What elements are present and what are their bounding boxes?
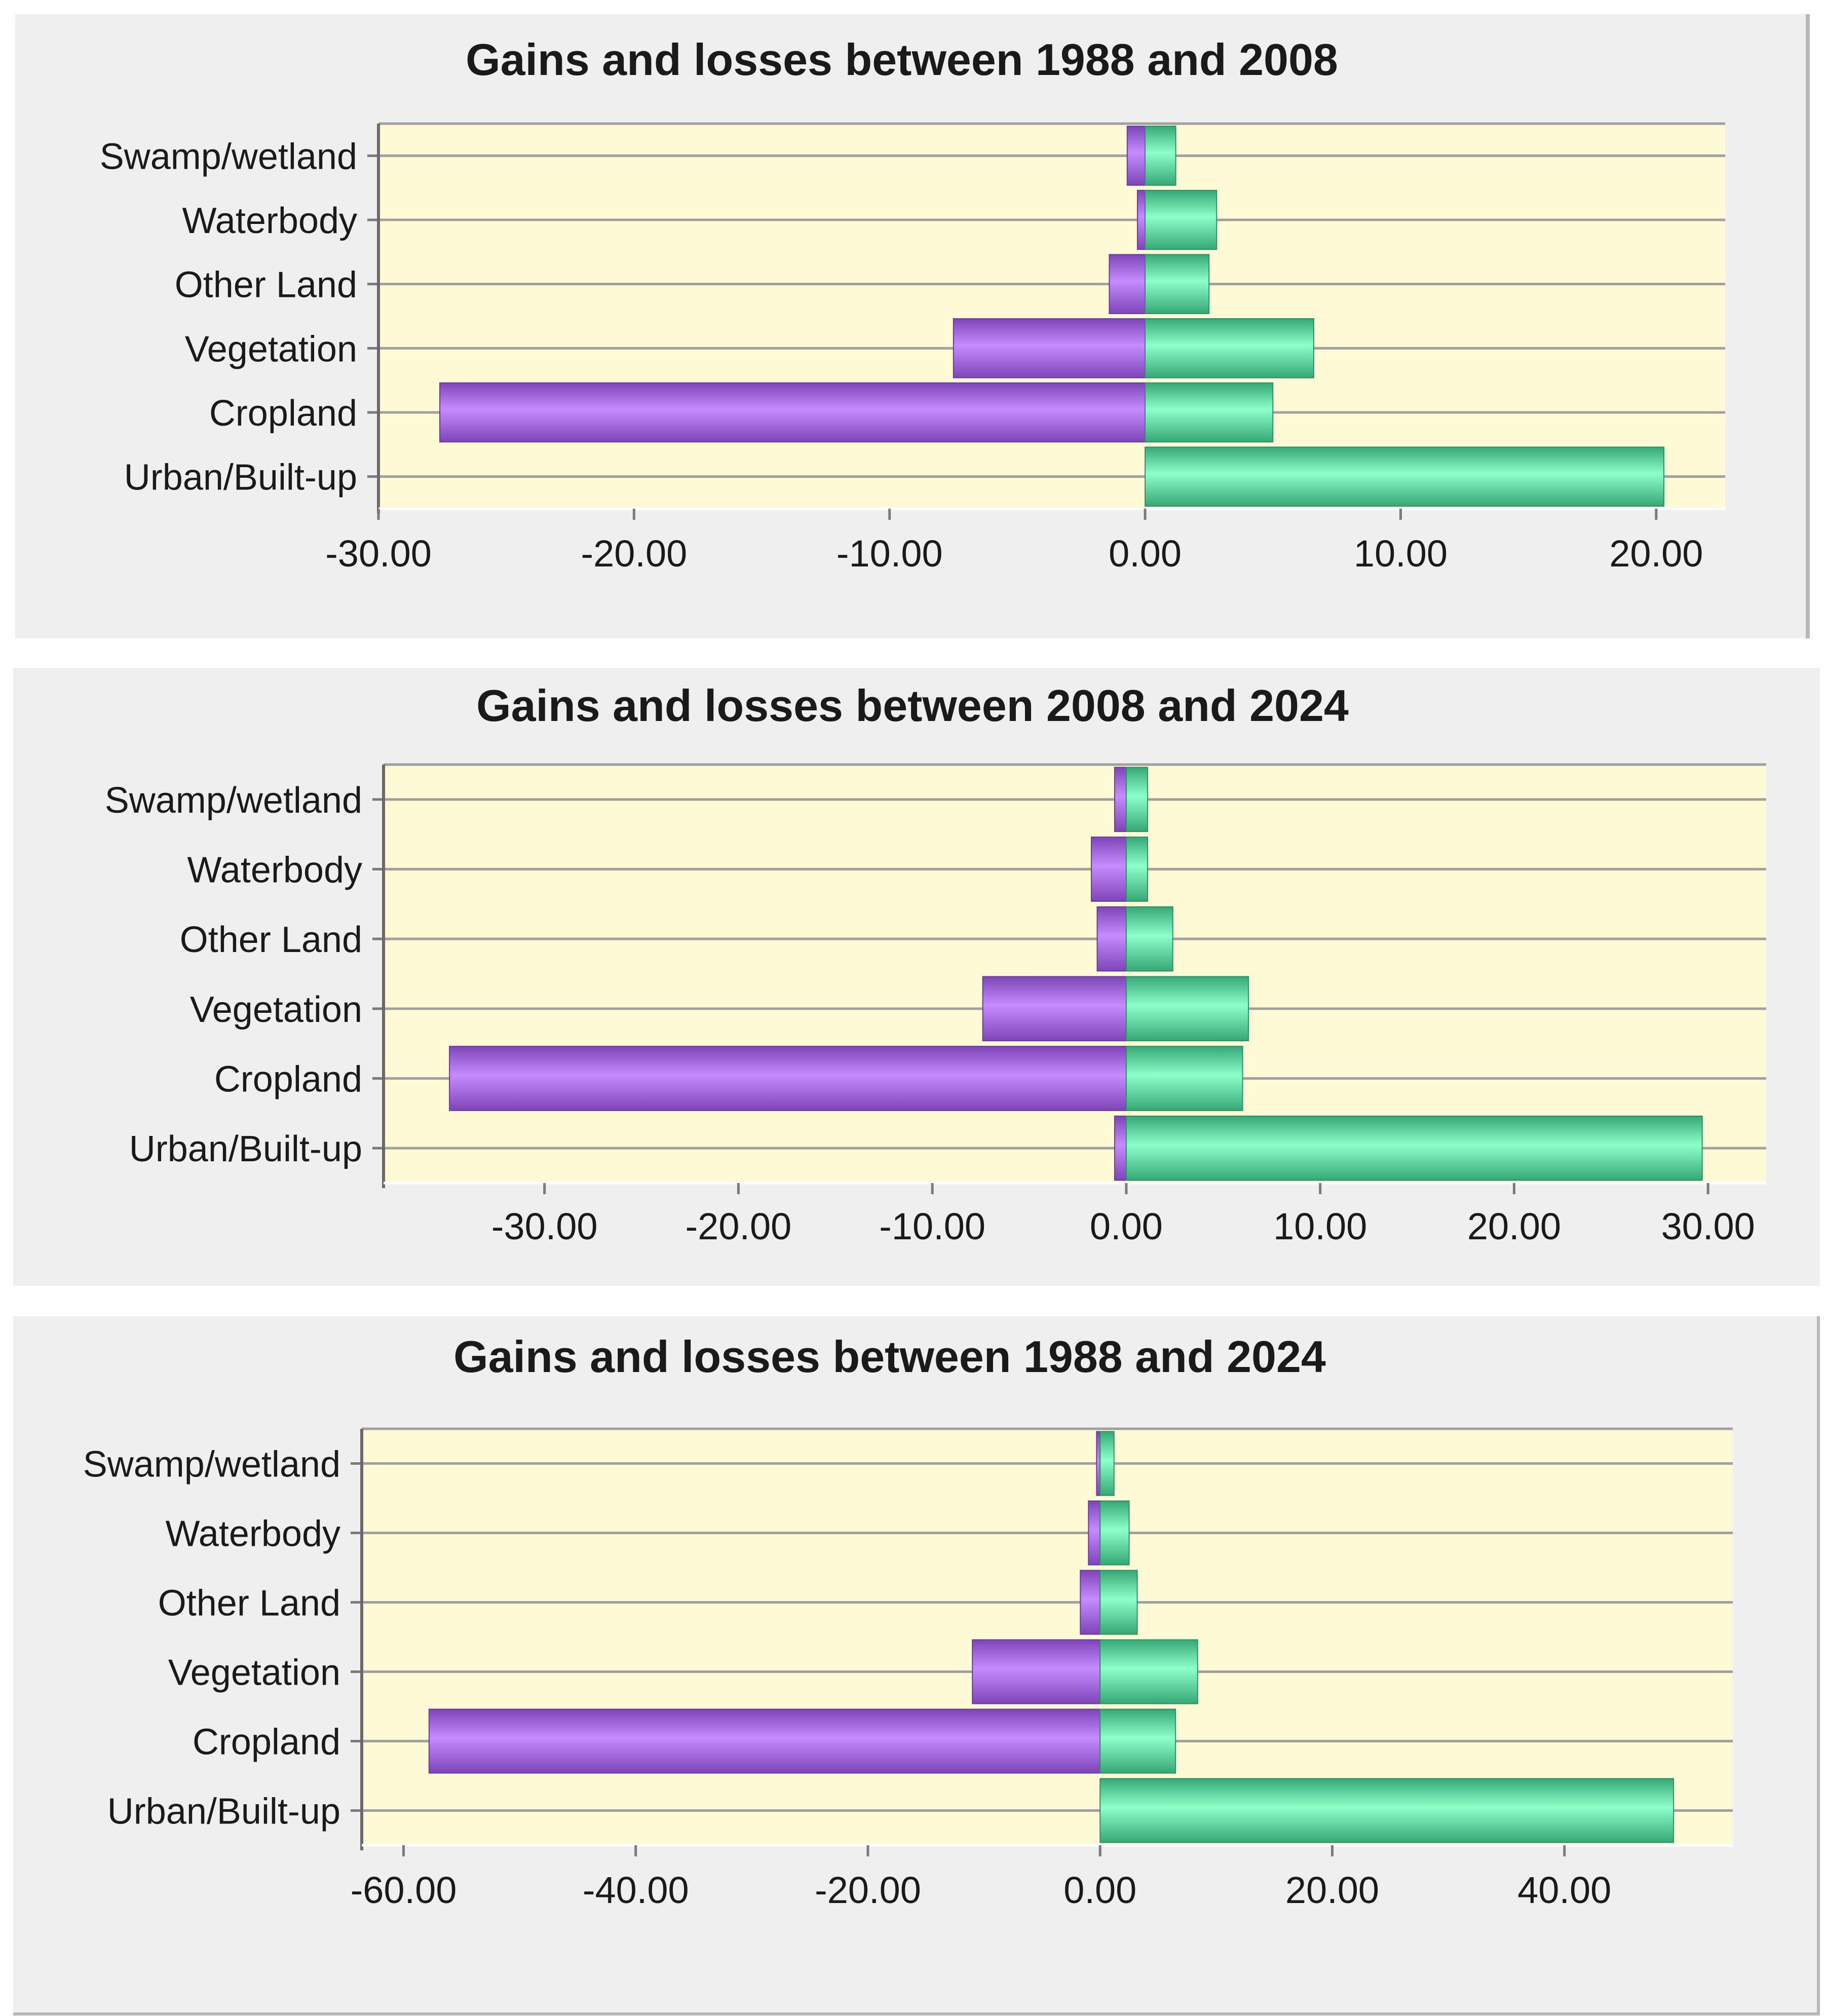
gain-bar (1099, 1431, 1115, 1496)
chart-panel-1988-2008: Gains and losses between 1988 and 2008 Sw… (15, 14, 1810, 638)
gain-bar (1145, 254, 1210, 314)
loss-bar (1088, 1500, 1101, 1566)
plot-area (378, 124, 1725, 509)
gains-losses-chart-1988-2024: Gains and losses between 1988 and 2024 Sw… (83, 1332, 1733, 1911)
gain-bar (1125, 767, 1149, 832)
x-tick-label: 40.00 (1517, 1869, 1611, 1911)
category-label: Vegetation (190, 990, 362, 1030)
x-tick-label: 20.00 (1467, 1205, 1561, 1247)
category-label: Vegetation (168, 1653, 340, 1693)
category-label: Swamp/wetland (105, 780, 362, 821)
gain-bar (1125, 836, 1149, 902)
x-tick-label: -10.00 (879, 1205, 985, 1247)
loss-bar (953, 318, 1146, 378)
gain-bar (1145, 446, 1664, 507)
x-tick-label: -30.00 (491, 1205, 598, 1247)
gain-bar (1099, 1500, 1130, 1566)
chart-title: Gains and losses between 1988 and 2008 (466, 34, 1338, 85)
x-tick-label: -40.00 (583, 1869, 689, 1911)
gain-bar (1145, 318, 1314, 378)
gain-bar (1125, 976, 1249, 1042)
x-tick-label: 0.00 (1063, 1869, 1136, 1911)
chart-title: Gains and losses between 1988 and 2024 (453, 1332, 1326, 1382)
category-label: Cropland (209, 393, 357, 434)
x-tick-label: 10.00 (1354, 532, 1448, 575)
x-tick-label: -10.00 (836, 532, 943, 575)
category-label: Urban/Built-up (107, 1792, 340, 1832)
gain-bar (1099, 1639, 1198, 1704)
x-tick-label: -20.00 (815, 1869, 921, 1911)
plot-area (384, 765, 1766, 1183)
gain-bar (1099, 1570, 1138, 1635)
x-tick-label: -20.00 (686, 1205, 792, 1247)
loss-bar (449, 1046, 1127, 1111)
loss-bar (1096, 1431, 1101, 1496)
category-label: Swamp/wetland (100, 136, 357, 177)
x-tick-label: -20.00 (581, 532, 687, 575)
category-label: Swamp/wetland (83, 1444, 340, 1485)
category-label: Other Land (180, 920, 362, 960)
loss-bar (972, 1639, 1101, 1704)
gain-bar (1099, 1778, 1675, 1843)
loss-bar (1114, 767, 1127, 832)
category-label: Urban/Built-up (124, 458, 357, 498)
gain-bar (1125, 1046, 1243, 1111)
loss-bar (1136, 189, 1146, 250)
gain-bar (1145, 382, 1274, 443)
chart-panel-1988-2024: Gains and losses between 1988 and 2024 Sw… (13, 1316, 1820, 2015)
gain-bar (1099, 1708, 1176, 1774)
loss-bar (428, 1708, 1101, 1774)
gain-bar (1145, 189, 1218, 250)
category-label: Vegetation (185, 329, 357, 369)
category-label: Other Land (175, 265, 357, 306)
chart-title: Gains and losses between 2008 and 2024 (476, 680, 1349, 731)
category-label: Other Land (158, 1583, 340, 1624)
x-tick-label: 0.00 (1109, 532, 1182, 575)
loss-bar (1091, 836, 1127, 902)
x-tick-label: 0.00 (1090, 1205, 1163, 1247)
gains-losses-chart-1988-2008: Gains and losses between 1988 and 2008 Sw… (100, 34, 1725, 575)
category-label: Waterbody (166, 1514, 340, 1554)
x-tick-label: 20.00 (1285, 1869, 1379, 1911)
x-tick-label: 20.00 (1609, 532, 1703, 575)
x-tick-label: 10.00 (1273, 1205, 1367, 1247)
gain-bar (1125, 1115, 1703, 1181)
category-label: Cropland (214, 1059, 362, 1100)
loss-bar (439, 382, 1146, 443)
x-tick-label: -30.00 (325, 532, 432, 575)
category-label: Waterbody (182, 201, 357, 241)
gains-losses-chart-2008-2024: Gains and losses between 2008 and 2024 Sw… (105, 680, 1766, 1247)
gain-bar (1125, 906, 1173, 972)
loss-bar (1109, 254, 1146, 314)
category-label: Waterbody (187, 850, 362, 891)
loss-bar (1080, 1570, 1101, 1635)
loss-bar (1096, 906, 1127, 972)
plot-area (362, 1429, 1733, 1845)
gain-bar (1145, 126, 1176, 186)
category-label: Cropland (193, 1722, 340, 1763)
loss-bar (1126, 126, 1146, 186)
chart-panel-2008-2024: Gains and losses between 2008 and 2024 Sw… (13, 668, 1820, 1286)
loss-bar (982, 976, 1127, 1042)
category-label: Urban/Built-up (129, 1129, 362, 1169)
x-tick-label: 30.00 (1661, 1205, 1755, 1247)
x-tick-label: -60.00 (351, 1869, 457, 1911)
loss-bar (1114, 1115, 1127, 1181)
